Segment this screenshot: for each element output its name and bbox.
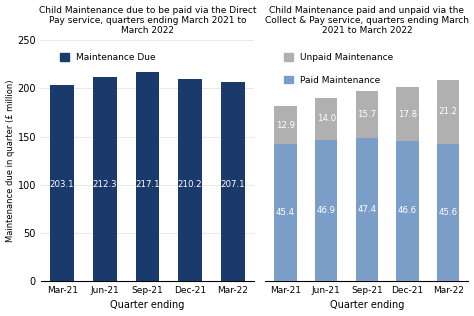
Text: 17.8: 17.8 [398,110,417,118]
Text: 217.1: 217.1 [135,180,160,189]
Text: 203.1: 203.1 [50,180,74,189]
Bar [315,98,337,140]
Text: 212.3: 212.3 [92,180,117,189]
Legend: Unpaid Maintenance, Paid Maintenance: Unpaid Maintenance, Paid Maintenance [280,50,397,88]
Bar [50,85,74,281]
Bar [274,106,297,144]
Bar [437,80,459,144]
Text: 45.4: 45.4 [276,208,295,217]
Bar [93,76,117,281]
Bar [356,91,378,138]
Text: 21.2: 21.2 [438,107,458,116]
Text: 12.9: 12.9 [276,120,295,130]
Text: 210.2: 210.2 [178,180,202,189]
Bar [315,140,337,281]
Bar [221,82,245,281]
Bar [274,144,297,281]
Bar [178,79,202,281]
Text: 45.6: 45.6 [438,208,458,217]
Text: 207.1: 207.1 [220,180,245,189]
Text: 46.9: 46.9 [317,206,336,215]
Title: Child Maintenance due to be paid via the Direct
Pay service, quarters ending Mar: Child Maintenance due to be paid via the… [39,6,256,35]
X-axis label: Quarter ending: Quarter ending [110,301,185,310]
Bar [356,138,378,281]
Text: 47.4: 47.4 [357,205,376,214]
Bar [437,144,459,281]
Title: Child Maintenance paid and unpaid via the
Collect & Pay service, quarters ending: Child Maintenance paid and unpaid via th… [265,6,469,35]
Bar [396,87,419,141]
Text: 14.0: 14.0 [317,114,336,123]
Text: 46.6: 46.6 [398,206,417,216]
Y-axis label: Maintenance due in quarter (£ million): Maintenance due in quarter (£ million) [6,79,15,242]
Text: 15.7: 15.7 [357,110,376,119]
Bar [136,72,159,281]
X-axis label: Quarter ending: Quarter ending [330,301,404,310]
Bar [396,141,419,281]
Legend: Maintenance Due: Maintenance Due [56,50,159,66]
